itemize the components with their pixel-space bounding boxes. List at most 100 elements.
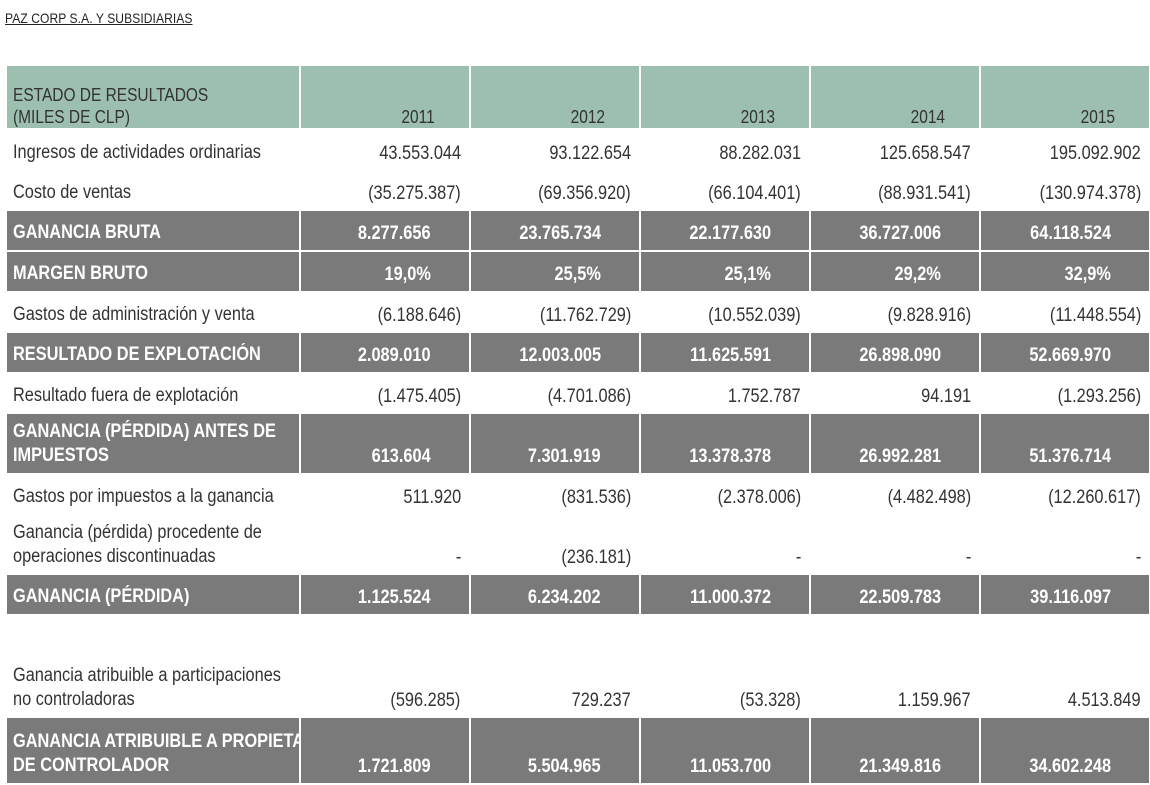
value-text: (10.552.039) [708,305,801,326]
row-label-line: RESULTADO DE EXPLOTACIÓN [13,344,261,365]
row-label: GANANCIA (PÉRDIDA) [7,575,299,616]
table-body: Ingresos de actividades ordinarias 43.553… [7,131,1149,785]
value-cell: 1.125.524 [300,575,469,616]
table-row: MARGEN BRUTO 19,0% 25,5% 25,1% 29,2% 32,9% [7,252,1149,293]
value-cell: 4.513.849 [980,616,1149,718]
value-cell: 26.992.281 [810,414,979,475]
row-label-line: Ganancia (pérdida) procedente de [13,522,262,543]
value-text: 12.003.005 [519,345,601,366]
value-cell: (9.828.916) [810,293,979,333]
value-cell: 125.658.547 [810,131,979,171]
value-text: (2.378.006) [717,487,801,508]
value-text: (9.828.916) [887,305,971,326]
value-cell: 511.920 [300,475,469,515]
value-text: 36.727.006 [859,223,941,244]
row-label-line: Ingresos de actividades ordinarias [13,142,261,163]
table-row: RESULTADO DE EXPLOTACIÓN 2.089.010 12.003.… [7,333,1149,374]
value-cell: 11.053.700 [640,718,809,785]
value-cell: 64.118.524 [980,211,1149,252]
value-cell: (1.475.405) [300,374,469,414]
value-cell: 195.092.902 [980,131,1149,171]
row-label: Ganancia (pérdida) procedente de operacio… [7,515,299,575]
value-cell: 8.277.656 [300,211,469,252]
statement-title: ESTADO DE RESULTADOS (MILES DE CLP) [7,66,299,131]
value-text: 1.159.967 [898,690,971,711]
value-text: 22.509.783 [859,587,941,608]
company-name: PAZ CORP S.A. Y SUBSIDIARIAS [5,10,193,26]
row-label: GANANCIA BRUTA [7,211,299,252]
value-text: 22.177.630 [689,223,771,244]
value-text: 8.277.656 [358,223,431,244]
value-text: (11.762.729) [539,305,631,326]
value-cell: 93.122.654 [470,131,639,171]
value-text: 4.513.849 [1068,690,1141,711]
row-label-line: MARGEN BRUTO [13,263,148,284]
value-cell: 25,1% [640,252,809,293]
value-text: 195.092.902 [1050,143,1141,164]
row-label-line: IMPUESTOS [13,445,109,466]
value-text: (130.974.378) [1039,183,1141,204]
value-text: (11.448.554) [1049,305,1141,326]
value-text: 52.669.970 [1029,345,1111,366]
row-label: Resultado fuera de explotación [7,374,299,414]
value-text: (1.475.405) [377,386,461,407]
value-text: (12.260.617) [1048,487,1141,508]
value-text: 6.234.202 [528,587,601,608]
value-text: 7.301.919 [528,446,601,467]
value-text: (6.188.646) [377,305,461,326]
value-text: 39.116.097 [1030,587,1111,608]
statement-title-line2: (MILES DE CLP) [13,107,130,127]
table-row: Ganancia (pérdida) procedente de operacio… [7,515,1149,575]
table-row: GANANCIA BRUTA 8.277.656 23.765.734 22.177.… [7,211,1149,252]
table-row: Gastos de administración y venta (6.188.6… [7,293,1149,333]
year-header: 2015 [980,66,1149,131]
value-text: (236.181) [560,547,631,568]
row-label: GANANCIA ATRIBUIBLE A PROPIETARIOS DE CON… [7,718,299,785]
value-text: 1.125.524 [358,587,431,608]
value-text: (88.931.541) [878,183,971,204]
value-cell: 26.898.090 [810,333,979,374]
value-cell: 22.509.783 [810,575,979,616]
income-statement-table: ESTADO DE RESULTADOS (MILES DE CLP) 2011… [5,66,1150,785]
value-cell: 23.765.734 [470,211,639,252]
value-cell: 1.159.967 [810,616,979,718]
value-text: (53.328) [740,690,801,711]
row-label-line: Gastos de administración y venta [13,304,255,325]
value-cell: 729.237 [470,616,639,718]
value-cell: 52.669.970 [980,333,1149,374]
value-text: 11.625.591 [690,345,771,366]
value-text: 511.920 [402,487,461,508]
value-text: 125.658.547 [880,143,971,164]
value-cell: (35.275.387) [300,171,469,211]
value-cell: (6.188.646) [300,293,469,333]
value-cell: 1.752.787 [640,374,809,414]
value-cell: 6.234.202 [470,575,639,616]
row-label-line: GANANCIA (PÉRDIDA) [13,586,190,607]
value-cell: 21.349.816 [810,718,979,785]
value-cell: 11.625.591 [640,333,809,374]
value-text: 34.602.248 [1029,756,1111,777]
value-text: (4.482.498) [887,487,971,508]
value-text: (69.356.920) [538,183,631,204]
value-cell: 39.116.097 [980,575,1149,616]
value-text: 23.765.734 [519,223,601,244]
year-header: 2012 [470,66,639,131]
value-text: (1.293.256) [1057,386,1141,407]
value-cell: 613.604 [300,414,469,475]
row-label: Ingresos de actividades ordinarias [7,131,299,171]
table-row: GANANCIA (PÉRDIDA) ANTES DE IMPUESTOS 613.… [7,414,1149,475]
value-cell: 32,9% [980,252,1149,293]
value-cell: - [810,515,979,575]
value-cell: 12.003.005 [470,333,639,374]
value-cell: (11.762.729) [470,293,639,333]
row-label-line: GANANCIA ATRIBUIBLE A PROPIETARIOS [13,731,299,752]
value-cell: (12.260.617) [980,475,1149,515]
table-row: GANANCIA ATRIBUIBLE A PROPIETARIOS DE CON… [7,718,1149,785]
value-cell: (88.931.541) [810,171,979,211]
value-cell: (236.181) [470,515,639,575]
row-label-line: Ganancia atribuible a participaciones [13,665,281,686]
row-label-line: no controladoras [13,689,135,710]
value-cell: (130.974.378) [980,171,1149,211]
value-cell: 36.727.006 [810,211,979,252]
value-text: 51.376.714 [1029,446,1111,467]
